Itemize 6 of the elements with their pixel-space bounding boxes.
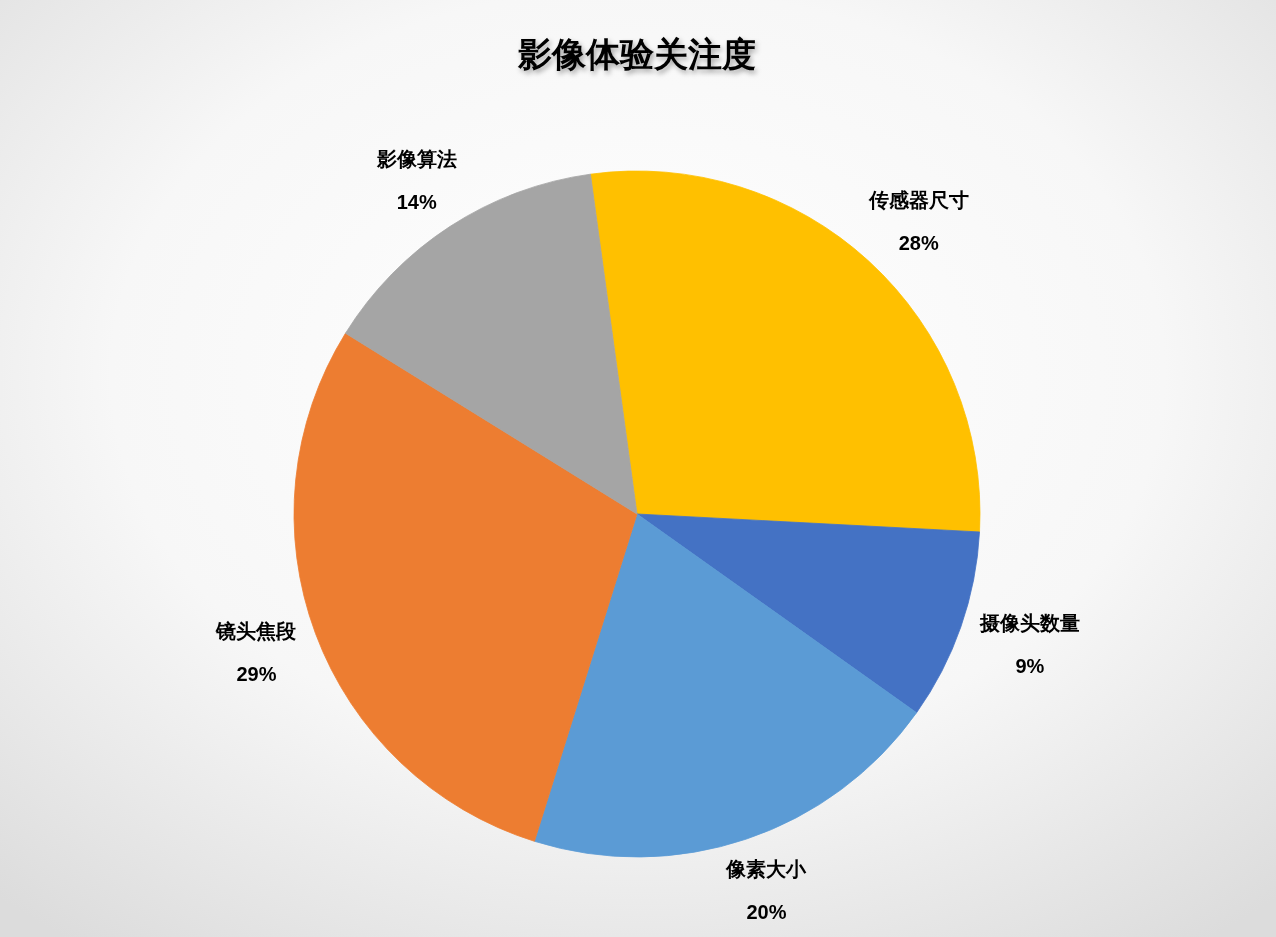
label: 传感器尺寸 [868,188,969,211]
label: 镜头焦段 [216,620,297,643]
label: 影像算法 [376,148,457,171]
title: 影像体验关注度 [518,35,756,73]
label: 摄像头数量 [979,612,1080,635]
label: 像素大小 [726,858,807,881]
